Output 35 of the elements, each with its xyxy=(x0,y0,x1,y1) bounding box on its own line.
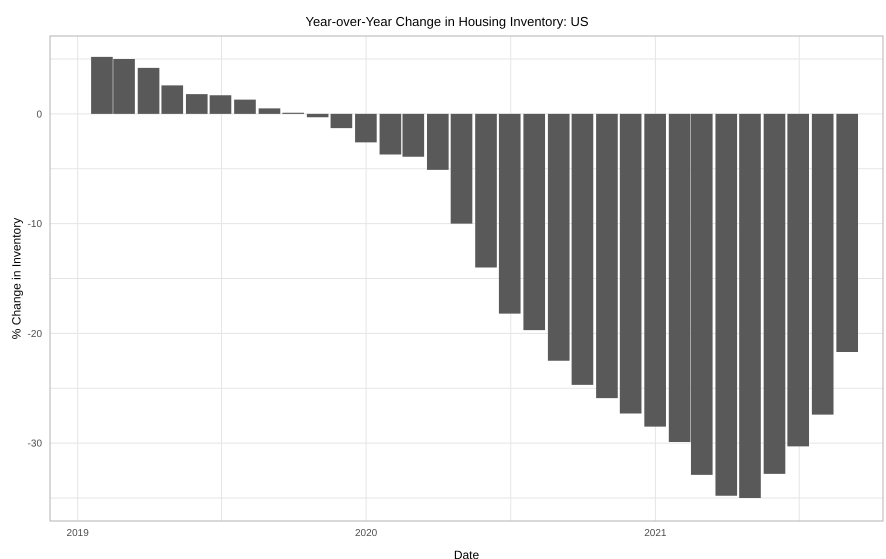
bar xyxy=(186,94,208,114)
bar xyxy=(548,114,570,361)
y-axis-title: % Change in Inventory xyxy=(9,218,24,340)
bar xyxy=(234,100,256,114)
bar xyxy=(836,114,858,352)
bar xyxy=(739,114,761,498)
bar xyxy=(787,114,810,446)
bar xyxy=(523,114,546,330)
y-tick-label: -20 xyxy=(28,328,42,340)
bar xyxy=(161,85,184,114)
bar xyxy=(450,114,472,224)
bar xyxy=(620,114,642,414)
bar xyxy=(498,114,521,314)
x-axis-title: Date xyxy=(454,548,480,559)
bar xyxy=(210,95,232,114)
bar xyxy=(355,114,377,142)
bar xyxy=(138,68,160,114)
bar xyxy=(764,114,786,474)
x-tick-label: 2020 xyxy=(355,528,378,540)
x-tick-label: 2021 xyxy=(644,528,667,540)
bar xyxy=(596,114,618,398)
bar xyxy=(330,114,352,128)
bar xyxy=(812,114,834,415)
y-tick-label: 0 xyxy=(36,109,42,120)
y-tick-label: -30 xyxy=(28,438,42,450)
bar xyxy=(475,114,497,268)
bar xyxy=(258,108,280,114)
x-tick-label: 2019 xyxy=(66,528,90,540)
bar xyxy=(572,114,594,385)
bar xyxy=(644,114,666,427)
chart-title: Year-over-Year Change in Housing Inventory: US xyxy=(304,14,590,29)
bar xyxy=(426,114,449,170)
y-tick-label: -10 xyxy=(28,219,42,230)
bar xyxy=(715,114,738,496)
bar xyxy=(306,114,329,118)
